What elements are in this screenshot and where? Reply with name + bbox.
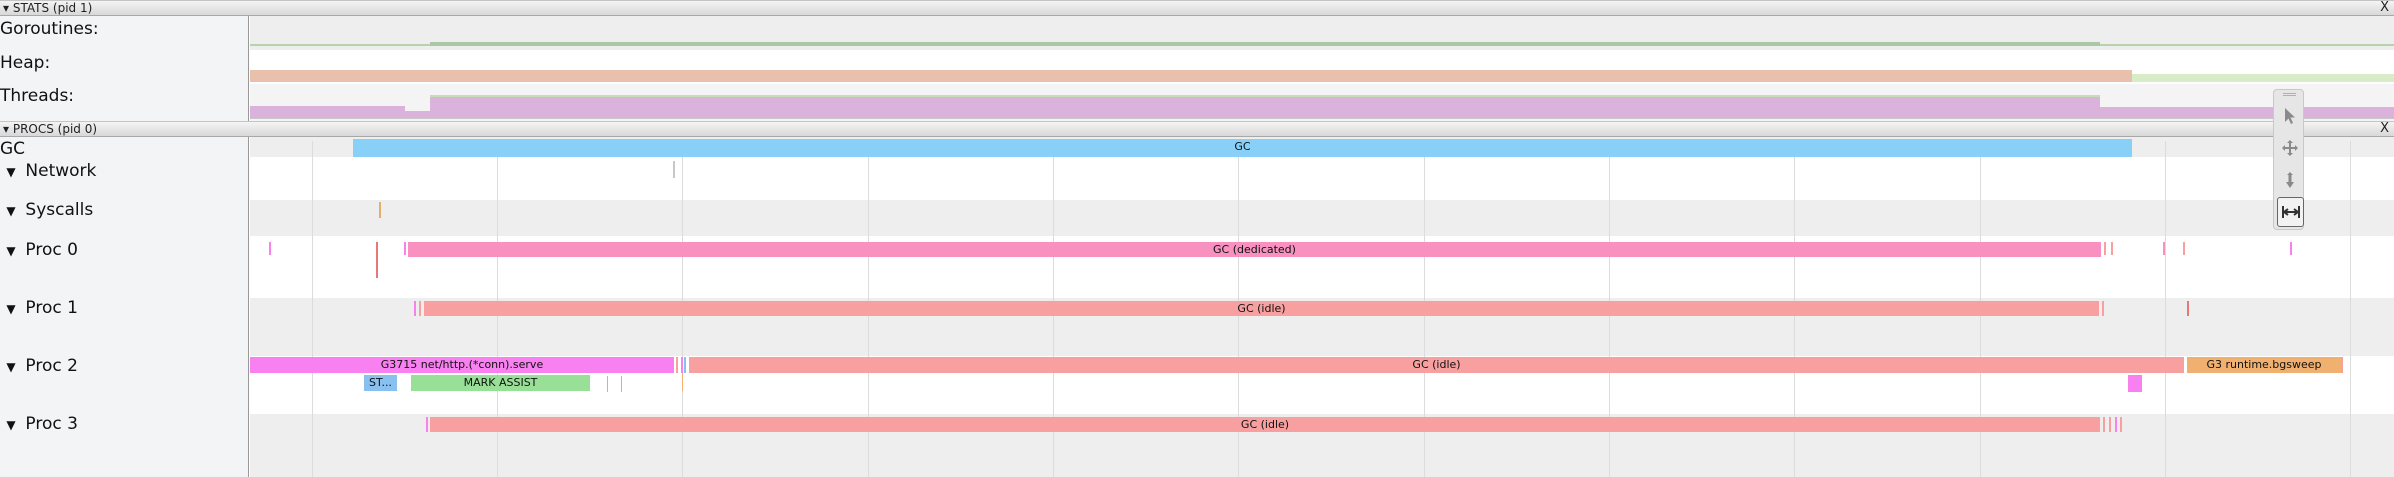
grid-line [2350,141,2351,477]
goroutines-counter-track[interactable] [250,16,2394,50]
proc-0-event-tick[interactable] [2183,242,2185,255]
proc-0-event-tick[interactable] [2104,242,2106,255]
threads-series-area [430,97,2100,118]
track-label-syscalls[interactable]: ▼ Syscalls [0,200,93,220]
proc-1-event-tick[interactable] [419,301,421,316]
threads-label: Threads: [0,86,75,106]
procs-header-title[interactable]: ▾ PROCS (pid 0) [3,122,98,136]
collapse-triangle-icon[interactable]: ▼ [6,165,16,179]
proc-2-goroutine-slice[interactable]: G3715 net/http.(*conn).serve [250,357,674,373]
collapse-triangle-icon[interactable]: ▼ [6,244,16,258]
proc-0-event-tick[interactable] [404,242,406,255]
stats-track-area[interactable] [250,16,2394,121]
collapse-triangle-icon[interactable]: ▼ [6,204,16,218]
proc-3-event-tick[interactable] [2103,417,2105,432]
threads-counter-track[interactable] [250,84,2394,121]
proc-0-gc-dedicated-slice[interactable]: GC (dedicated) [408,242,2101,257]
track-label-network[interactable]: ▼ Network [0,161,96,181]
proc-3-event-tick[interactable] [2109,417,2111,432]
pan-icon[interactable] [2277,134,2302,162]
proc-0-event-tick[interactable] [2290,242,2292,255]
gc-track-label: GC [0,139,26,159]
gc-slice[interactable]: GC [353,139,2132,157]
stats-labels: Goroutines: Heap: Threads: [0,16,249,121]
proc-0-event-tick[interactable] [2163,242,2165,255]
collapse-triangle-icon[interactable]: ▼ [6,418,16,432]
drag-handle[interactable] [2283,93,2296,96]
collapse-triangle-icon[interactable]: ▼ [6,302,16,316]
proc-3-event-tick[interactable] [2120,417,2122,432]
stats-header[interactable]: ▾ STATS (pid 1) X [0,0,2394,16]
grid-line [312,141,313,477]
track-label-proc-2[interactable]: ▼ Proc 2 [0,356,78,376]
proc-2-mark-assist-slice[interactable]: MARK ASSIST [411,375,590,391]
proc-2-event-tick[interactable] [2128,375,2142,392]
heap-counter-track[interactable] [250,50,2394,84]
proc-0-event-tick[interactable] [269,242,271,255]
proc-2-gc-idle-slice[interactable]: GC (idle) [689,357,2184,373]
proc-2-bgsweep-slice[interactable]: G3 runtime.bgsweep [2187,357,2341,373]
goroutines-label: Goroutines: [0,19,99,39]
collapse-triangle-icon[interactable]: ▼ [6,360,16,374]
proc-1-event-tick[interactable] [2187,301,2189,316]
proc-3-event-tick[interactable] [426,417,428,432]
track-label-proc-1[interactable]: ▼ Proc 1 [0,298,78,318]
proc-2-event-tick[interactable] [607,376,608,392]
proc-3-gc-idle-slice[interactable]: GC (idle) [430,417,2100,432]
stats-header-title[interactable]: ▾ STATS (pid 1) [3,1,93,15]
proc-1-gc-idle-slice[interactable]: GC (idle) [424,301,2099,316]
track-label-proc-3[interactable]: ▼ Proc 3 [0,414,78,434]
proc-2-syscall-st-slice[interactable]: ST... [364,375,397,391]
stats-close-button[interactable]: X [2380,0,2389,15]
syscalls-track[interactable] [250,200,2394,236]
proc-2-event-tick[interactable] [621,376,622,392]
procs-close-button[interactable]: X [2380,121,2389,136]
track-label-proc-0[interactable]: ▼ Proc 0 [0,240,78,260]
zoom-icon[interactable] [2277,166,2302,194]
procs-header[interactable]: ▾ PROCS (pid 0) X [0,121,2394,137]
network-event-tick[interactable] [673,161,675,178]
network-track[interactable] [250,157,2394,200]
grid-line [2165,141,2166,477]
proc-1-event-tick[interactable] [414,301,416,316]
proc-2-event-tick[interactable] [681,357,683,373]
proc-0-event-tick[interactable] [2111,242,2113,255]
heap-label: Heap: [0,53,51,73]
procs-labels: GC ▼ Network ▼ Syscalls ▼ Proc 0 ▼ Proc … [0,137,249,477]
proc-2-event-tick[interactable] [682,373,683,391]
proc-2-event-tick[interactable] [676,357,678,373]
proc-0-event-tick[interactable] [376,242,378,278]
proc-3-event-tick[interactable] [2115,417,2117,432]
timeline-mode-toolbar [2273,89,2304,230]
proc-1-event-tick[interactable] [2102,301,2104,316]
proc-2-event-tick[interactable] [2341,357,2343,373]
timing-icon[interactable] [2277,197,2304,227]
proc-2-event-tick[interactable] [684,357,686,373]
heap-series-bar [250,70,2132,82]
syscall-event-tick[interactable] [379,202,381,218]
pointer-icon[interactable] [2277,102,2302,130]
